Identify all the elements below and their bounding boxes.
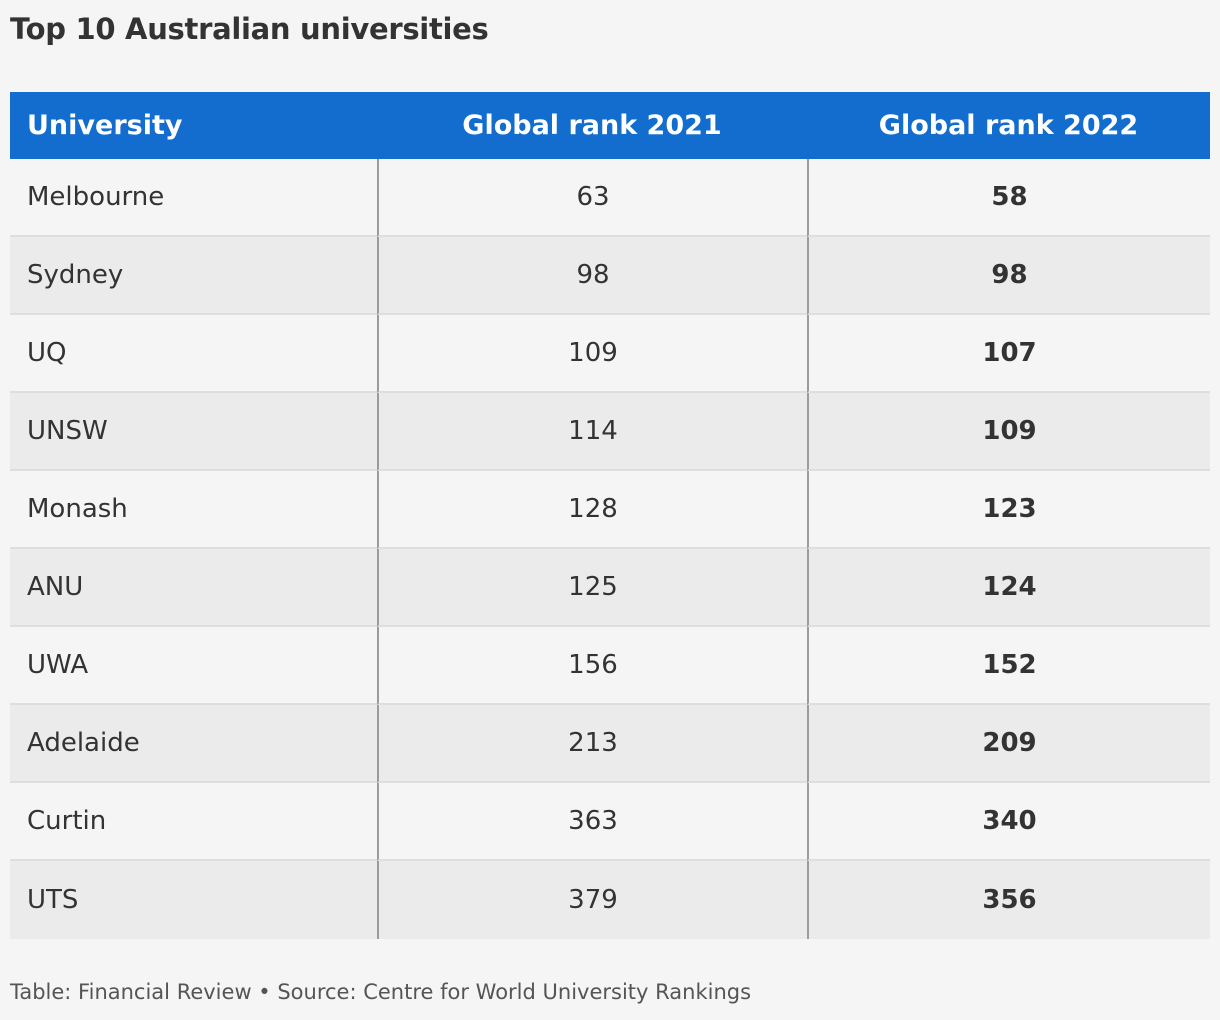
cell-rank-2022: 107 xyxy=(807,315,1210,393)
cell-rank-2021: 379 xyxy=(377,861,807,939)
cell-rank-2021: 125 xyxy=(377,549,807,627)
cell-rank-2021: 363 xyxy=(377,783,807,861)
rankings-table: University Global rank 2021 Global rank … xyxy=(10,92,1210,939)
cell-university: ANU xyxy=(10,549,377,627)
cell-rank-2021: 114 xyxy=(377,393,807,471)
cell-rank-2022: 98 xyxy=(807,237,1210,315)
cell-rank-2021: 213 xyxy=(377,705,807,783)
cell-university: Melbourne xyxy=(10,159,377,237)
cell-university: Adelaide xyxy=(10,705,377,783)
table-header-row: University Global rank 2021 Global rank … xyxy=(10,92,1210,159)
cell-university: Monash xyxy=(10,471,377,549)
table-row: UTS 379 356 xyxy=(10,861,1210,939)
table-row: UQ 109 107 xyxy=(10,315,1210,393)
cell-rank-2022: 123 xyxy=(807,471,1210,549)
cell-rank-2022: 58 xyxy=(807,159,1210,237)
column-header-rank-2022[interactable]: Global rank 2022 xyxy=(878,110,1139,141)
cell-rank-2022: 209 xyxy=(807,705,1210,783)
cell-university: UWA xyxy=(10,627,377,705)
cell-university: Sydney xyxy=(10,237,377,315)
table-row: UNSW 114 109 xyxy=(10,393,1210,471)
table-row: UWA 156 152 xyxy=(10,627,1210,705)
cell-rank-2021: 128 xyxy=(377,471,807,549)
cell-rank-2021: 63 xyxy=(377,159,807,237)
cell-university: UQ xyxy=(10,315,377,393)
cell-university: UTS xyxy=(27,885,79,915)
cell-university: UNSW xyxy=(10,393,377,471)
column-header-rank-2021[interactable]: Global rank 2021 xyxy=(462,110,722,141)
table-body: Melbourne 63 58 Sydney 98 98 UQ 109 107 UNSW 114 10… xyxy=(10,159,1210,939)
cell-rank-2022: 340 xyxy=(807,783,1210,861)
cell-rank-2022: 124 xyxy=(807,549,1210,627)
table-row: Melbourne 63 58 xyxy=(10,159,1210,237)
table-row: Curtin 363 340 xyxy=(10,783,1210,861)
source-footer: Table: Financial Review • Source: Centre… xyxy=(10,980,752,1004)
table-row: Adelaide 213 209 xyxy=(10,705,1210,783)
cell-rank-2022: 109 xyxy=(807,393,1210,471)
table-row: Sydney 98 98 xyxy=(10,237,1210,315)
table-title: Top 10 Australian universities xyxy=(10,12,489,46)
cell-rank-2022: 152 xyxy=(807,627,1210,705)
cell-rank-2022: 356 xyxy=(807,861,1210,939)
cell-rank-2021: 156 xyxy=(377,627,807,705)
cell-university: Curtin xyxy=(10,783,377,861)
cell-rank-2021: 98 xyxy=(377,237,807,315)
cell-rank-2021: 109 xyxy=(377,315,807,393)
column-header-university[interactable]: University xyxy=(27,110,183,141)
table-row: Monash 128 123 xyxy=(10,471,1210,549)
table-row: ANU 125 124 xyxy=(10,549,1210,627)
